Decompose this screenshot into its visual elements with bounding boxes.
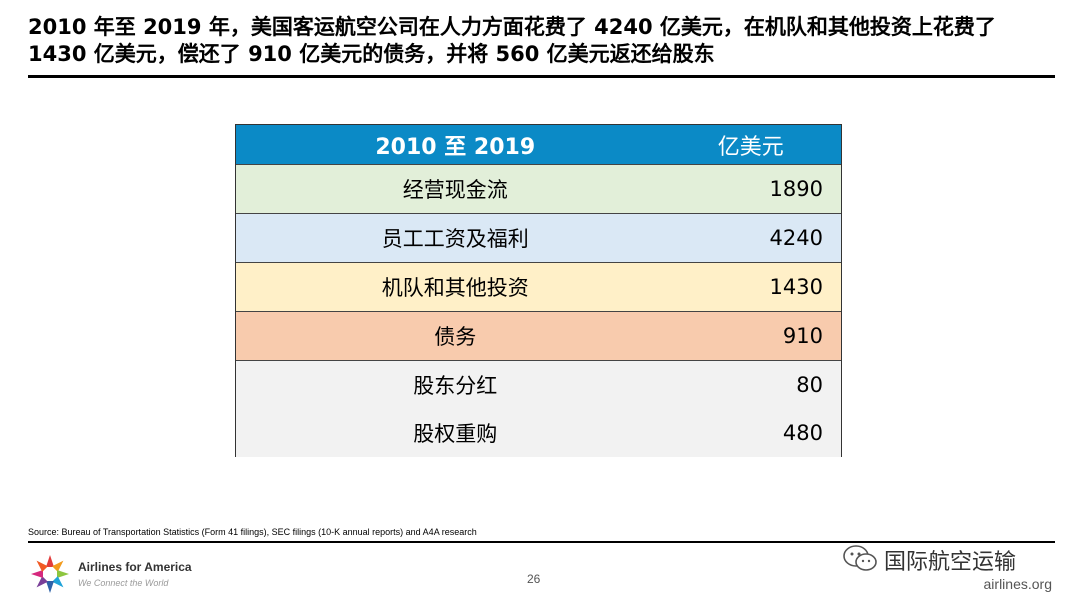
row-label: 员工工资及福利: [381, 227, 529, 251]
wechat-icon: [843, 545, 877, 571]
site-url: airlines.org: [983, 576, 1052, 592]
table-row: 机队和其他投资 1430: [236, 263, 841, 312]
table-row: 经营现金流 1890: [236, 165, 841, 214]
spending-table: 2010 至 2019 亿美元 经营现金流 1890 员工工资及福利 4240 …: [235, 124, 842, 457]
row-value: 80: [796, 373, 823, 397]
row-label: 经营现金流: [402, 178, 508, 202]
table-row: 股东分红 80: [236, 361, 841, 409]
logo-name: Airlines for America: [78, 560, 192, 574]
row-value: 910: [782, 324, 823, 348]
footer-divider: [28, 541, 1055, 543]
row-label: 股权重购: [413, 422, 498, 446]
watermark-text: 国际航空运输: [884, 550, 1017, 575]
wechat-watermark: 国际航空运输: [842, 544, 1052, 576]
row-label: 机队和其他投资: [381, 276, 529, 300]
row-value: 480: [782, 421, 823, 445]
a4a-logo: Airlines for America We Connect the Worl…: [28, 550, 208, 596]
row-label: 债务: [434, 325, 477, 349]
table-row: 员工工资及福利 4240: [236, 214, 841, 263]
slide-title: 2010 年至 2019 年，美国客运航空公司在人力方面花费了 4240 亿美元…: [28, 15, 996, 66]
table-row: 债务 910: [236, 312, 841, 361]
logo-tagline: We Connect the World: [78, 578, 169, 588]
row-value: 1890: [769, 177, 823, 201]
header-unit: 亿美元: [717, 134, 784, 160]
header-period: 2010 至 2019: [375, 134, 536, 160]
title-divider: [28, 75, 1055, 78]
source-note: Source: Bureau of Transportation Statist…: [28, 527, 477, 537]
airplanes-star-icon: [31, 555, 69, 593]
row-label: 股东分红: [413, 374, 498, 398]
table-header-row: 2010 至 2019 亿美元: [236, 125, 841, 165]
table-row: 股权重购 480: [236, 409, 841, 457]
row-value: 1430: [769, 275, 823, 299]
row-value: 4240: [769, 226, 823, 250]
page-number: 26: [527, 572, 541, 586]
